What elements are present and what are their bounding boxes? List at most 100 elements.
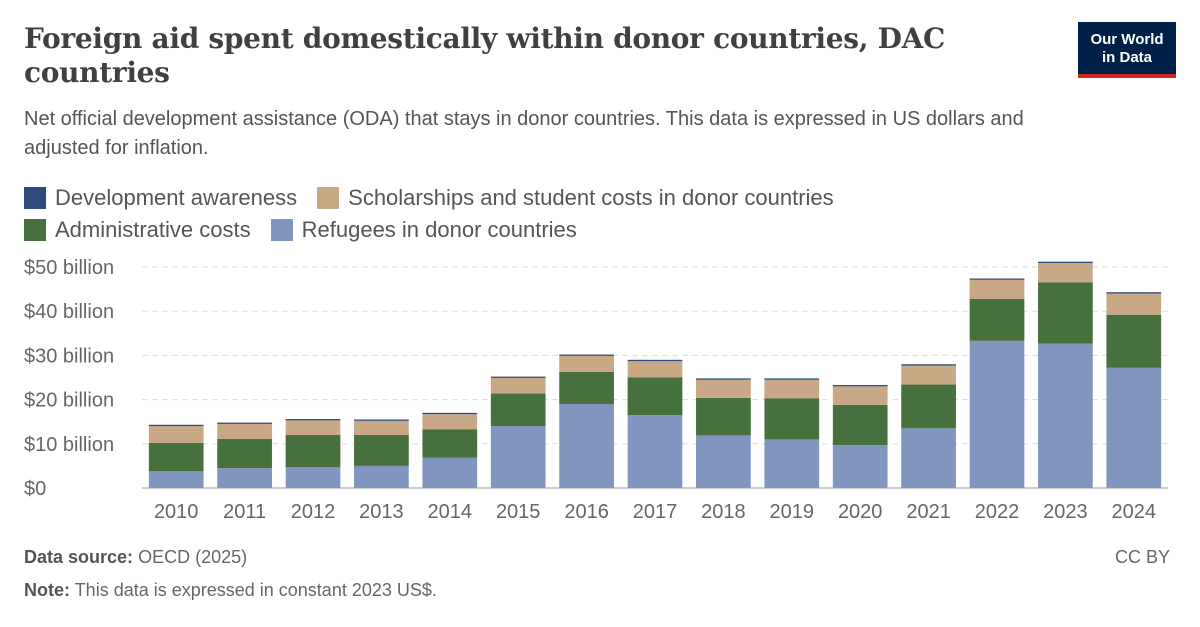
bar-segment xyxy=(696,379,751,398)
logo-line-2: in Data xyxy=(1101,49,1152,66)
note: Note: This data is expressed in constant… xyxy=(24,580,437,601)
bar-segment xyxy=(832,386,888,405)
legend-label-scholarships: Scholarships and student costs in donor … xyxy=(348,185,834,210)
bar-segment xyxy=(217,423,272,439)
bar-segment xyxy=(285,467,341,488)
chart-title: Foreign aid spent domestically within do… xyxy=(24,22,946,89)
bar-segment xyxy=(422,414,478,430)
bar-segment xyxy=(832,404,888,446)
bar-segment xyxy=(764,439,820,488)
legend: Development awareness Scholarships and s… xyxy=(24,182,1124,246)
bar-segment xyxy=(832,445,888,488)
x-tick-label: 2014 xyxy=(428,501,473,523)
bar-segment xyxy=(490,393,546,427)
bar-segment xyxy=(422,457,478,488)
chart-subtitle: Net official development assistance (ODA… xyxy=(24,108,1024,159)
bar-segment xyxy=(901,384,956,429)
bar-segment xyxy=(354,419,409,421)
y-tick-label: $0 xyxy=(24,478,46,500)
bar-segment xyxy=(285,419,341,421)
y-tick-label: $10 billion xyxy=(24,434,114,456)
legend-label-refugees: Refugees in donor countries xyxy=(301,217,577,242)
x-tick-label: 2011 xyxy=(223,501,266,523)
x-tick-label: 2023 xyxy=(1043,501,1088,523)
bar-segment xyxy=(285,434,341,468)
x-tick-label: 2018 xyxy=(701,501,746,523)
license[interactable]: CC BY xyxy=(1114,547,1170,567)
bar-segment xyxy=(354,420,409,435)
bar-segment xyxy=(148,426,204,443)
bar-segment xyxy=(1038,282,1093,344)
bar-segment xyxy=(969,340,1025,488)
x-tick-label: 2017 xyxy=(633,501,678,523)
x-tick-label: 2012 xyxy=(291,501,336,523)
x-tick-label: 2024 xyxy=(1112,501,1157,523)
bar-segment xyxy=(354,434,409,466)
bar-segment xyxy=(764,398,820,440)
bar-segment xyxy=(1106,367,1162,488)
legend-swatch-administrative-costs xyxy=(24,219,46,241)
data-source: Data source: OECD (2025) xyxy=(24,547,247,568)
bar-segment xyxy=(285,420,341,435)
data-source-label: Data source: xyxy=(24,547,134,567)
logo-line-1: Our World xyxy=(1090,31,1164,48)
bar-segment xyxy=(969,279,1025,299)
bar-segment xyxy=(1038,263,1093,283)
bar-segment xyxy=(969,278,1025,280)
x-tick-label: 2016 xyxy=(564,501,609,523)
legend-label-development-awareness: Development awareness xyxy=(55,185,298,210)
bar-segment xyxy=(490,376,546,378)
legend-swatch-refugees xyxy=(270,219,293,241)
data-source-text[interactable]: OECD (2025) xyxy=(138,547,248,567)
bar-segment xyxy=(422,429,478,458)
bar-segment xyxy=(696,397,751,436)
owid-logo[interactable]: Our World in Data xyxy=(1078,22,1176,78)
y-tick-label: $30 billion xyxy=(24,345,114,367)
bar-segment xyxy=(1106,292,1162,294)
bar-segment xyxy=(696,378,751,380)
legend-item-scholarships[interactable]: Scholarships and student costs in donor … xyxy=(317,185,834,211)
bar-segment xyxy=(1106,314,1162,368)
bar-segment xyxy=(559,404,614,488)
bar-segment xyxy=(148,471,204,488)
legend-swatch-development-awareness xyxy=(24,187,46,209)
bar-segment xyxy=(901,428,956,488)
bar-segment xyxy=(969,298,1025,341)
x-tick-label: 2015 xyxy=(496,501,541,523)
legend-row-1: Development awareness Scholarships and s… xyxy=(24,182,1124,214)
bar-segment xyxy=(148,424,204,427)
bar-segment xyxy=(1038,261,1093,264)
y-tick-label: $50 billion xyxy=(24,257,114,279)
note-text: This data is expressed in constant 2023 … xyxy=(74,580,437,600)
note-label: Note: xyxy=(24,580,70,600)
bar-segment xyxy=(627,377,683,416)
legend-item-administrative-costs[interactable]: Administrative costs xyxy=(24,217,251,243)
x-tick-label: 2019 xyxy=(770,501,815,523)
x-tick-label: 2020 xyxy=(838,501,883,523)
y-tick-label: $20 billion xyxy=(24,390,114,412)
bar-segment xyxy=(354,465,409,488)
bar-segment xyxy=(1106,293,1162,315)
legend-label-administrative-costs: Administrative costs xyxy=(55,217,251,242)
x-tick-label: 2022 xyxy=(975,501,1020,523)
bar-segment xyxy=(217,422,272,424)
legend-swatch-scholarships xyxy=(317,187,340,209)
bar-segment xyxy=(696,435,751,488)
x-tick-label: 2010 xyxy=(154,501,199,523)
bar-segment xyxy=(422,412,478,415)
bar-segment xyxy=(764,378,820,380)
x-tick-label: 2021 xyxy=(906,501,951,523)
legend-row-2: Administrative costs Refugees in donor c… xyxy=(24,214,1124,246)
bar-segment xyxy=(832,385,888,387)
legend-item-development-awareness[interactable]: Development awareness xyxy=(24,185,297,211)
bar-segment xyxy=(559,371,614,405)
bar-segment xyxy=(627,361,683,378)
bar-segment xyxy=(901,365,956,385)
bar-segment xyxy=(217,438,272,469)
legend-item-refugees[interactable]: Refugees in donor countries xyxy=(270,217,577,243)
bar-segment xyxy=(627,415,683,488)
bar-segment xyxy=(490,377,546,394)
bar-segment xyxy=(764,379,820,399)
bar-segment xyxy=(490,426,546,488)
